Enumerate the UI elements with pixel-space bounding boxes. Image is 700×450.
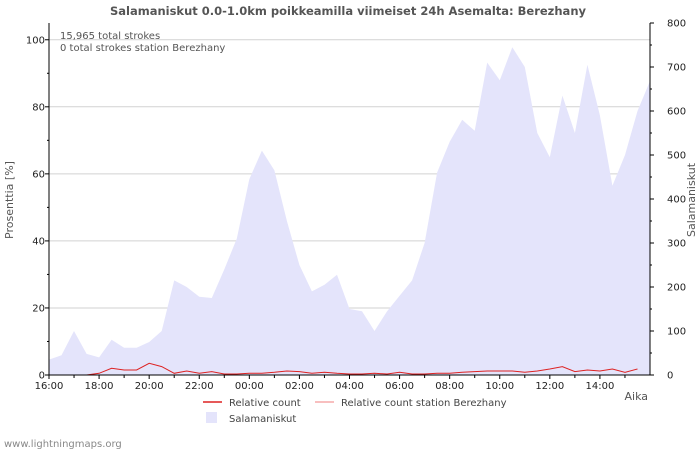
station-strokes-note: 0 total strokes station Berezhany <box>60 43 225 54</box>
x-tick-label-1000: 10:00 <box>485 381 514 392</box>
watermark: www.lightningmaps.org <box>4 439 122 450</box>
series-salamaniskut-area <box>49 47 650 375</box>
right-tick-label-200: 200 <box>667 283 686 294</box>
left-tick-label-40: 40 <box>32 236 45 247</box>
right-tick-label-600: 600 <box>667 107 686 118</box>
right-tick-label-500: 500 <box>667 151 686 162</box>
x-tick-label-2200: 22:00 <box>185 381 214 392</box>
right-tick-label-400: 400 <box>667 195 686 206</box>
x-axis-ticks: 16:00 18:00 20:00 22:00 00:00 02:00 04:00 06:00… <box>35 375 626 392</box>
x-tick-label-0200: 02:00 <box>285 381 314 392</box>
left-tick-label-80: 80 <box>32 102 45 113</box>
left-axis-ticks: 0 20 40 60 80 100 <box>26 35 49 382</box>
left-axis-label: Prosenttia [%] <box>3 161 16 239</box>
x-tick-label-0800: 08:00 <box>435 381 464 392</box>
right-tick-label-800: 800 <box>667 19 686 30</box>
right-tick-label-100: 100 <box>667 327 686 338</box>
x-tick-label-2000: 20:00 <box>135 381 164 392</box>
left-tick-label-20: 20 <box>32 303 45 314</box>
x-tick-label-1600: 16:00 <box>35 381 64 392</box>
left-tick-label-0: 0 <box>39 371 45 382</box>
legend-label-relative-count: Relative count <box>229 398 301 409</box>
right-axis-ticks: 0 100 200 300 400 500 600 700 800 <box>650 19 686 382</box>
legend: Relative count Relative count station Be… <box>203 398 507 425</box>
x-tick-label-1800: 18:00 <box>85 381 114 392</box>
series-relative-count-line <box>49 362 638 376</box>
x-tick-label-1400: 14:00 <box>586 381 615 392</box>
x-tick-label-0000: 00:00 <box>235 381 264 392</box>
left-tick-label-100: 100 <box>26 35 45 46</box>
total-strokes-note: 15,965 total strokes <box>60 31 160 42</box>
chart-title: Salamaniskut 0.0-1.0km poikkeamilla viim… <box>110 4 587 18</box>
x-tick-label-0400: 04:00 <box>335 381 364 392</box>
legend-swatch-strikes <box>206 412 217 423</box>
strikes-area-layer <box>49 47 650 375</box>
right-tick-label-700: 700 <box>667 63 686 74</box>
legend-label-relative-count-station: Relative count station Berezhany <box>341 398 507 409</box>
left-tick-label-60: 60 <box>32 169 45 180</box>
x-axis-label: Aika <box>625 390 649 403</box>
x-tick-label-1200: 12:00 <box>535 381 564 392</box>
right-tick-label-0: 0 <box>667 371 673 382</box>
right-tick-label-300: 300 <box>667 239 686 250</box>
x-tick-label-0600: 06:00 <box>385 381 414 392</box>
legend-label-strikes: Salamaniskut <box>229 414 296 425</box>
right-axis-label: Salamaniskut <box>685 162 698 237</box>
